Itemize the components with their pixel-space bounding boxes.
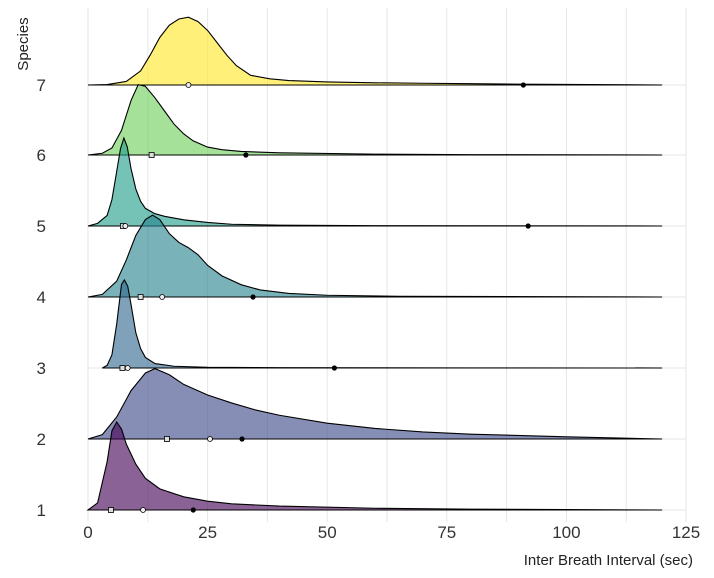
x-tick-label: 125 [672, 523, 700, 542]
mean-marker [122, 223, 129, 229]
max-marker [243, 152, 249, 158]
y-tick-label: 5 [37, 217, 46, 236]
mean-marker [140, 507, 146, 513]
mean-marker [185, 82, 192, 88]
median-marker [148, 152, 155, 158]
markers [108, 82, 531, 513]
ridges [86, 16, 663, 511]
median-marker [108, 507, 114, 513]
x-tick-label: 75 [437, 523, 456, 542]
ridge-species-2 [87, 367, 663, 440]
y-tick-labels: 1 2 3 4 5 6 7 [37, 76, 46, 520]
max-marker [250, 294, 256, 300]
y-axis-title: Species [15, 17, 32, 70]
y-tick-label: 7 [37, 76, 46, 95]
y-tick-label: 4 [37, 288, 46, 307]
max-marker [190, 507, 196, 513]
x-tick-label: 25 [198, 523, 217, 542]
mean-marker [124, 365, 131, 371]
max-marker [520, 82, 526, 88]
x-tick-label: 0 [83, 523, 92, 542]
mean-marker [159, 294, 166, 300]
median-marker [137, 294, 144, 300]
y-tick-label: 2 [37, 430, 46, 449]
median-marker [164, 436, 170, 442]
y-tick-label: 1 [37, 501, 46, 520]
max-marker [525, 223, 531, 229]
ridge-species-1 [86, 420, 663, 511]
mean-marker [207, 436, 213, 442]
x-tick-label: 100 [552, 523, 580, 542]
x-tick-label: 50 [318, 523, 337, 542]
max-marker [331, 365, 337, 371]
ridge-species-5 [87, 136, 663, 227]
x-tick-labels: 0 25 50 75 100 125 [83, 523, 700, 542]
max-marker [239, 436, 245, 442]
ridge-species-7 [87, 16, 663, 86]
ridge-species-6 [87, 83, 663, 156]
x-axis-title: Inter Breath Interval (sec) [524, 552, 693, 569]
y-tick-label: 6 [37, 146, 46, 165]
median-marker [119, 365, 126, 371]
y-tick-label: 3 [37, 359, 46, 378]
ridge-species-4 [87, 214, 663, 298]
